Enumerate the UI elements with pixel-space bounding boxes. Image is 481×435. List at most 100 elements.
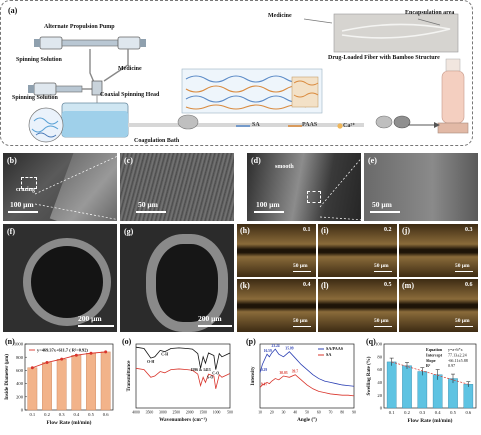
panel-letter-g: (g) xyxy=(124,227,134,236)
fit-value: 77.13±2.24 xyxy=(448,352,467,357)
bar-0.3 xyxy=(56,358,67,411)
panel-letter-n: (n) xyxy=(5,337,15,346)
bar-0.1 xyxy=(386,361,397,409)
fit-key: Slope xyxy=(426,358,436,363)
x-axis-label: Flow Rate (ml/min) xyxy=(408,417,453,424)
panel-letter-f: (f) xyxy=(7,227,15,236)
y-tick-label: 600 xyxy=(16,368,24,373)
bar-0.1 xyxy=(27,367,38,411)
sem-image-d xyxy=(247,153,361,221)
x-tick-label: 0.3 xyxy=(419,410,425,415)
flow-rate-label: 0.2 xyxy=(384,227,392,233)
crazing-note: crazing xyxy=(16,187,35,193)
legend-paas: PAAS xyxy=(302,122,318,128)
bar-0.6 xyxy=(463,384,474,409)
x-tick-label: 0.5 xyxy=(450,410,456,415)
x-tick-label: 0.6 xyxy=(465,410,471,415)
fit-value: y=a+b*x xyxy=(448,347,463,352)
zoom-connectors xyxy=(34,154,365,221)
plot-frame xyxy=(24,343,114,411)
y-axis-label: Intensity xyxy=(251,366,256,385)
panel-letter-p: (p) xyxy=(246,337,256,346)
flow-rate-label: 0.3 xyxy=(465,227,473,233)
optical-scale-label: 50 μm xyxy=(293,318,308,324)
scale-bar-f xyxy=(78,325,114,327)
y-tick-label: 0 xyxy=(21,408,24,413)
coagulation-bath-label: Coagulation Bath xyxy=(134,138,180,144)
sem-image-f xyxy=(3,224,117,332)
syringe-pump-top xyxy=(34,36,146,50)
bar-0.4 xyxy=(71,355,82,411)
legend-entry: SA/PAAS xyxy=(326,346,344,351)
optical-scale-label: 50 μm xyxy=(374,318,389,324)
ftir-series-0 xyxy=(135,346,231,370)
optical-scale-label: 50 μm xyxy=(455,318,470,324)
optical-scale-bar xyxy=(374,326,392,328)
peak-label: 35.09 xyxy=(285,347,293,351)
optical-scale-bar xyxy=(374,271,392,273)
panel-letter-a: (a) xyxy=(8,6,18,15)
x-axis-label: Angle (°) xyxy=(297,416,317,423)
x-tick-label: 50 xyxy=(305,411,309,415)
spinning-solution-label-top: Spinning Solution xyxy=(16,57,62,63)
x-tick-label: 20 xyxy=(270,411,274,415)
legend-ca: Ca²⁺ xyxy=(343,123,356,129)
fit-point xyxy=(30,366,34,370)
fit-key: Equation xyxy=(426,347,443,352)
peak-label: 9.29 xyxy=(261,368,267,372)
bar-0.2 xyxy=(402,365,412,409)
y-tick-label: 400 xyxy=(16,381,24,386)
coaxial-head-label: Coaxial Spinning Head xyxy=(100,92,160,98)
scale-label-d: 100 μm xyxy=(256,200,280,209)
x-tick-label: 10 xyxy=(258,411,262,415)
x-tick-label: 0.4 xyxy=(73,412,79,417)
chart-p: (p) 10 20 30 40 50 60 70 80 90 SA/PAAS SA 16.59 23.24… xyxy=(244,336,358,430)
y-tick-label: 20 xyxy=(377,393,382,398)
panel-letter-o: (o) xyxy=(122,337,132,346)
optical-image-i xyxy=(318,224,397,277)
peak-label: 16.59 xyxy=(264,349,272,353)
x-tick-label: 90 xyxy=(352,411,356,415)
y-tick-label: 80 xyxy=(377,354,382,359)
x-tick-label: 80 xyxy=(340,411,344,415)
x-tick-label: 40 xyxy=(293,411,297,415)
optical-scale-label: 50 μm xyxy=(293,263,308,269)
fit-key: Intercept xyxy=(426,352,443,357)
peak-label: 23.24 xyxy=(272,344,280,348)
fit-equation: y=469.37x+611.7 ( R²=0.92) xyxy=(37,348,88,353)
sem-image-g xyxy=(120,224,234,332)
scale-label-b: 100 μm xyxy=(10,200,34,209)
x-tick-label: 0.2 xyxy=(404,410,410,415)
scale-bar-g xyxy=(198,325,232,327)
scale-label-g: 200 μm xyxy=(198,314,222,323)
smooth-note: smooth xyxy=(275,164,294,170)
chart-o-svg: (o) 4000 3500 3000 2500 2000 1500 1000 500 O-H C-H… xyxy=(122,337,233,423)
scale-label-f: 200 μm xyxy=(78,314,102,323)
x-tick-label: 60 xyxy=(317,411,321,415)
x-tick-label: 4000 xyxy=(132,411,140,415)
medicine-label-left: Medicine xyxy=(118,66,142,72)
x-tick-label: 0.3 xyxy=(59,412,65,417)
x-axis-label: Flow Rate (ml/min) xyxy=(47,419,92,426)
y-tick-label: 60 xyxy=(377,367,382,372)
legend-entry: SA xyxy=(326,352,331,357)
y-tick-label: 1000 xyxy=(14,342,24,347)
y-axis-label: Transmittance xyxy=(127,360,132,392)
scale-bar-e xyxy=(370,211,400,213)
x-tick-label: 3000 xyxy=(159,411,167,415)
optical-image-m xyxy=(399,279,478,332)
roller-mid xyxy=(375,115,393,129)
optical-scale-bar xyxy=(455,271,473,273)
y-tick-label: 0 xyxy=(380,406,383,411)
x-tick-label: 30 xyxy=(282,411,286,415)
peak-annotation: C-O xyxy=(212,372,219,376)
x-tick-label: 2500 xyxy=(172,411,180,415)
flow-rate-label: 0.5 xyxy=(384,282,392,288)
chart-q: (q) 0 20 40 60 80 100 0.1 0.2 0.3 0.4 0.5 0.6 Equatio… xyxy=(364,336,480,430)
panel-letter-k: (k) xyxy=(240,281,250,290)
panel-letter-h: (h) xyxy=(240,226,250,235)
fit-point xyxy=(89,351,93,355)
peak-label: 9.47 xyxy=(261,383,267,387)
optical-image-h xyxy=(237,224,316,277)
encapsulation-label: Encapsulation area xyxy=(405,10,455,16)
